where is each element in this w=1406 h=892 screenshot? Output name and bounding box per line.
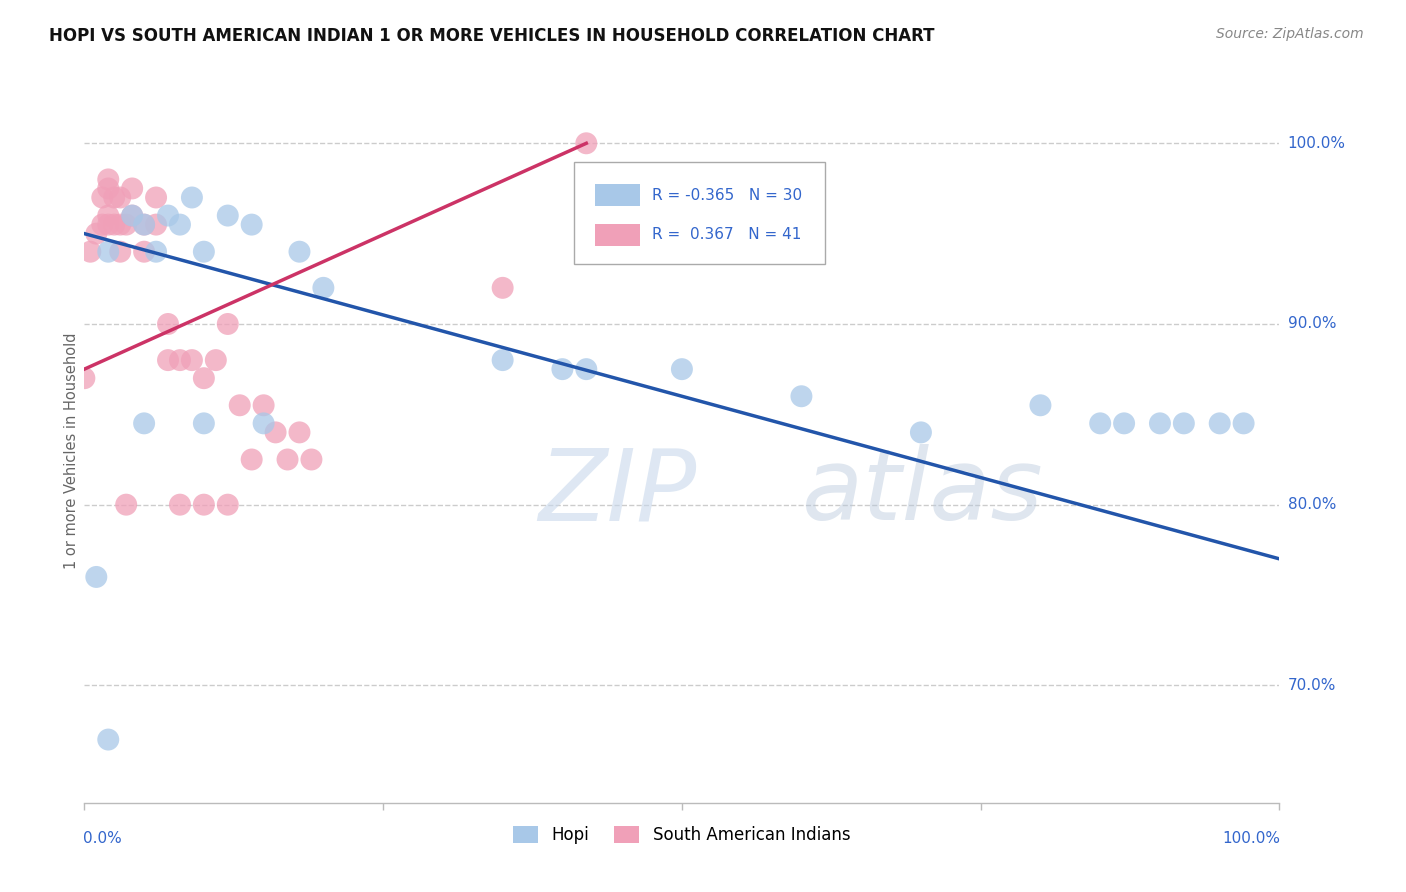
Point: [91, 218, 114, 232]
Point: [575, 136, 598, 151]
Point: [492, 281, 515, 295]
Text: atlas: atlas: [801, 444, 1043, 541]
Point: [169, 353, 191, 368]
Point: [253, 398, 276, 412]
Point: [240, 452, 263, 467]
Text: Source: ZipAtlas.com: Source: ZipAtlas.com: [1216, 27, 1364, 41]
Text: R = -0.365   N = 30: R = -0.365 N = 30: [652, 187, 803, 202]
Point: [97, 181, 120, 195]
Point: [169, 218, 191, 232]
Text: HOPI VS SOUTH AMERICAN INDIAN 1 OR MORE VEHICLES IN HOUSEHOLD CORRELATION CHART: HOPI VS SOUTH AMERICAN INDIAN 1 OR MORE …: [49, 27, 935, 45]
Point: [551, 362, 574, 376]
Point: [121, 209, 143, 223]
Point: [193, 244, 215, 259]
Point: [217, 317, 239, 331]
Point: [205, 353, 228, 368]
Point: [1029, 398, 1052, 412]
Point: [1090, 417, 1112, 431]
Y-axis label: 1 or more Vehicles in Household: 1 or more Vehicles in Household: [63, 332, 79, 569]
Text: 70.0%: 70.0%: [1288, 678, 1336, 693]
Point: [217, 498, 239, 512]
Point: [132, 218, 156, 232]
Point: [110, 190, 132, 204]
Point: [115, 218, 138, 232]
Text: 100.0%: 100.0%: [1223, 831, 1281, 846]
Point: [145, 190, 167, 204]
Text: 90.0%: 90.0%: [1288, 317, 1336, 332]
Point: [288, 244, 311, 259]
Point: [277, 452, 299, 467]
Point: [97, 209, 120, 223]
Point: [121, 209, 143, 223]
Point: [1114, 417, 1136, 431]
Point: [86, 570, 108, 584]
Point: [121, 181, 143, 195]
Point: [145, 218, 167, 232]
Point: [97, 244, 120, 259]
Point: [301, 452, 323, 467]
Point: [193, 417, 215, 431]
Point: [193, 371, 215, 385]
Point: [217, 209, 239, 223]
Point: [492, 353, 515, 368]
Point: [1209, 417, 1232, 431]
Point: [169, 498, 191, 512]
Point: [110, 244, 132, 259]
Point: [910, 425, 932, 440]
Point: [145, 244, 167, 259]
Point: [157, 209, 180, 223]
Point: [264, 425, 287, 440]
Point: [86, 227, 108, 241]
Point: [253, 417, 276, 431]
Point: [91, 190, 114, 204]
Point: [103, 218, 125, 232]
Point: [229, 398, 252, 412]
Text: 80.0%: 80.0%: [1288, 497, 1336, 512]
Legend: Hopi, South American Indians: Hopi, South American Indians: [506, 820, 858, 851]
Point: [97, 172, 120, 186]
Point: [132, 218, 156, 232]
Text: ZIP: ZIP: [538, 444, 697, 541]
Point: [79, 244, 101, 259]
Point: [575, 362, 598, 376]
Point: [1149, 417, 1171, 431]
Point: [288, 425, 311, 440]
Text: 100.0%: 100.0%: [1288, 136, 1346, 151]
Point: [132, 244, 156, 259]
Point: [97, 218, 120, 232]
Bar: [595, 184, 640, 206]
Point: [103, 190, 125, 204]
Point: [97, 732, 120, 747]
Point: [1233, 417, 1256, 431]
Point: [132, 417, 156, 431]
Point: [240, 218, 263, 232]
Point: [193, 498, 215, 512]
Bar: [595, 224, 640, 246]
Point: [1173, 417, 1195, 431]
Point: [157, 317, 180, 331]
Point: [181, 190, 204, 204]
Point: [790, 389, 813, 403]
Point: [181, 353, 204, 368]
Point: [115, 498, 138, 512]
Point: [671, 362, 693, 376]
Text: R =  0.367   N = 41: R = 0.367 N = 41: [652, 227, 801, 243]
FancyBboxPatch shape: [575, 161, 825, 264]
Point: [312, 281, 335, 295]
Text: 0.0%: 0.0%: [83, 831, 122, 846]
Point: [157, 353, 180, 368]
Point: [110, 218, 132, 232]
Point: [73, 371, 96, 385]
